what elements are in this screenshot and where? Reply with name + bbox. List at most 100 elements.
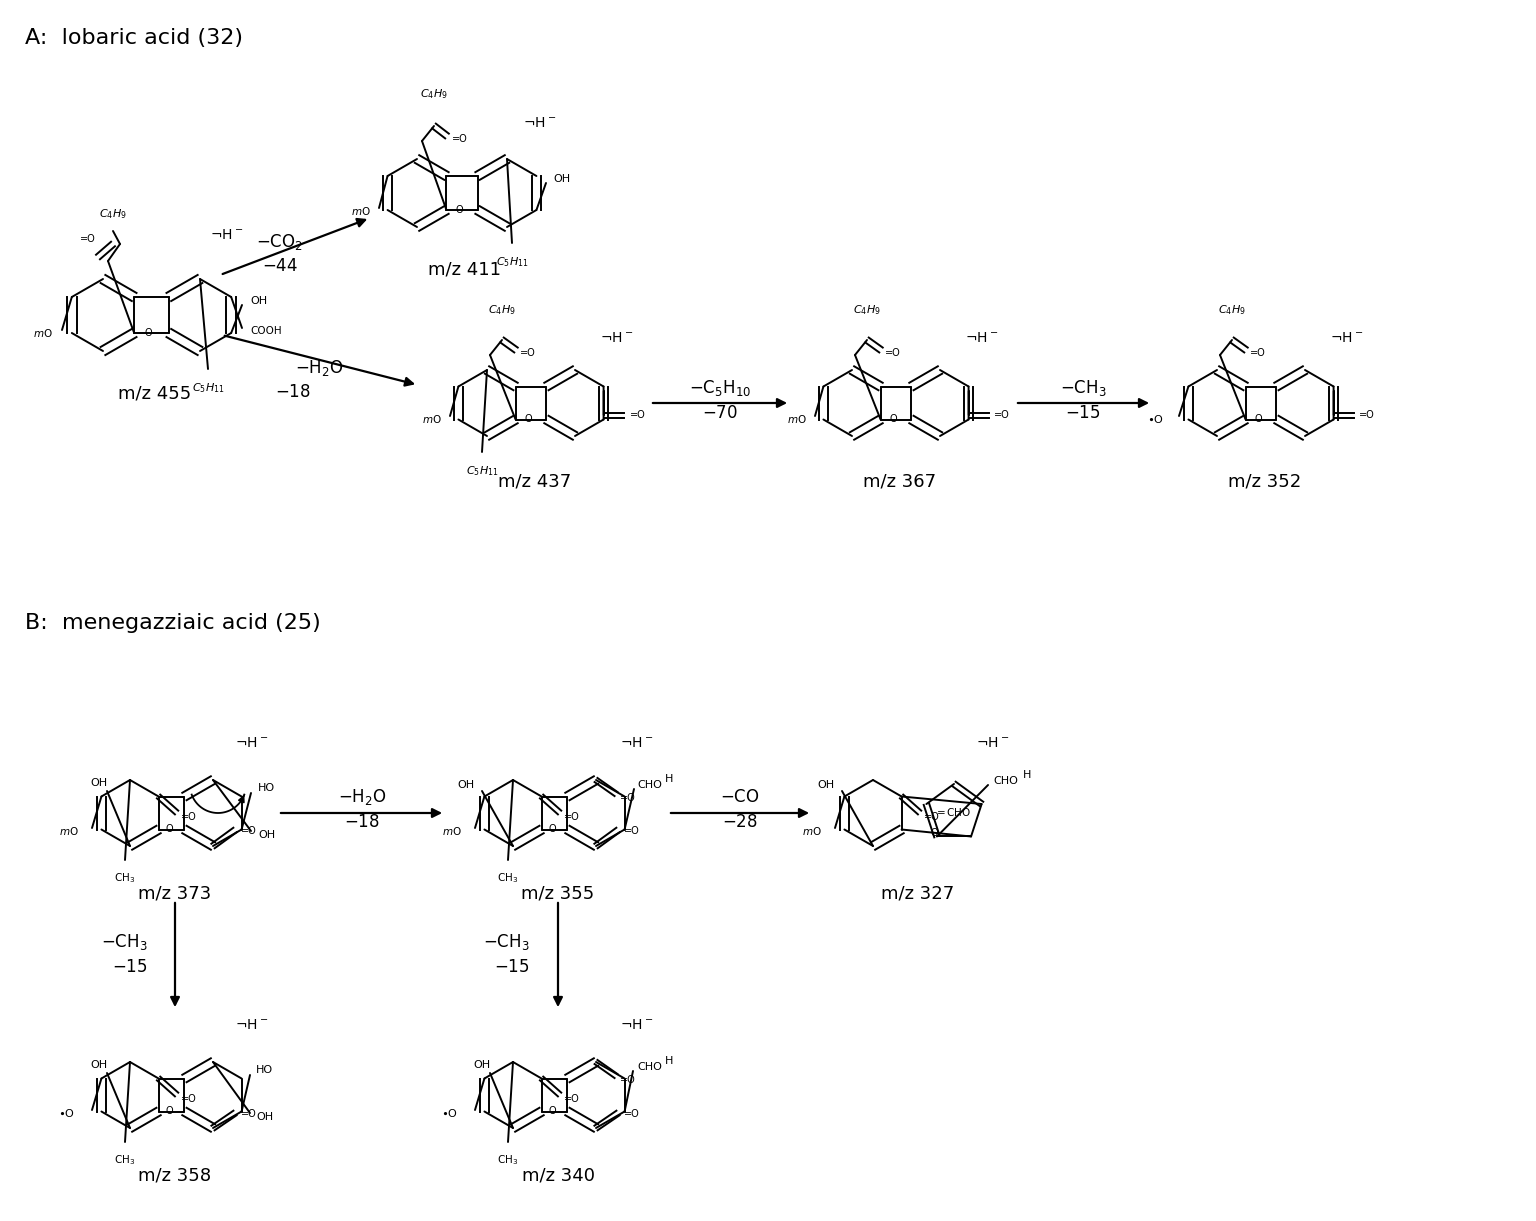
Text: $\neg$H$^-$: $\neg$H$^-$ (975, 736, 1009, 750)
Text: =O: =O (564, 1094, 579, 1104)
Text: m/z 327: m/z 327 (882, 884, 955, 902)
Text: $\bullet$O: $\bullet$O (58, 1107, 75, 1118)
Text: O: O (931, 828, 938, 838)
Text: $m$O: $m$O (422, 413, 442, 425)
Text: O: O (1255, 414, 1261, 425)
Text: m/z 358: m/z 358 (138, 1166, 212, 1184)
Text: OH: OH (91, 778, 108, 788)
Text: $\neg$H$^-$: $\neg$H$^-$ (965, 331, 998, 346)
Text: $\bullet$O: $\bullet$O (441, 1107, 458, 1118)
Text: $\bullet$O: $\bullet$O (1147, 413, 1164, 425)
Text: H: H (665, 1056, 673, 1066)
Text: $\neg$H$^-$: $\neg$H$^-$ (1330, 331, 1364, 346)
Text: OH: OH (91, 1060, 108, 1070)
Text: HO: HO (257, 1065, 273, 1074)
Text: m/z 340: m/z 340 (522, 1166, 594, 1184)
Text: $-$15: $-$15 (1064, 404, 1101, 422)
Text: =O: =O (621, 1074, 636, 1085)
Text: =O: =O (621, 792, 636, 803)
Text: $-$15: $-$15 (495, 958, 530, 976)
Text: CH$_3$: CH$_3$ (498, 1153, 519, 1167)
Text: $m$O: $m$O (802, 825, 822, 838)
Text: $m$O: $m$O (352, 205, 372, 217)
Text: O: O (166, 1106, 174, 1116)
Text: H: H (665, 774, 673, 784)
Text: $C_4H_9$: $C_4H_9$ (1218, 303, 1246, 317)
Text: $C_4H_9$: $C_4H_9$ (852, 303, 880, 317)
Text: $=$CHO: $=$CHO (934, 806, 972, 818)
Text: $m$O: $m$O (60, 825, 78, 838)
Text: $-$H$_2$O: $-$H$_2$O (338, 788, 387, 807)
Text: $-$28: $-$28 (722, 813, 757, 832)
Text: $C_4H_9$: $C_4H_9$ (100, 208, 127, 221)
Text: $C_5H_{11}$: $C_5H_{11}$ (465, 464, 498, 477)
Text: =O: =O (241, 1109, 257, 1118)
Text: O: O (548, 1106, 556, 1116)
Text: $-$CH$_3$: $-$CH$_3$ (1060, 379, 1106, 398)
Text: $\neg$H$^-$: $\neg$H$^-$ (621, 1018, 653, 1032)
Text: $C_4H_9$: $C_4H_9$ (488, 303, 516, 317)
Text: =O: =O (521, 348, 536, 358)
Text: $m$O: $m$O (34, 327, 54, 339)
Text: OH: OH (250, 295, 267, 306)
Text: CHO: CHO (637, 780, 662, 790)
Text: O: O (144, 328, 152, 338)
Text: CHO: CHO (994, 777, 1018, 786)
Text: O: O (548, 824, 556, 834)
Text: CH$_3$: CH$_3$ (114, 871, 135, 885)
Text: $-$CH$_3$: $-$CH$_3$ (484, 932, 530, 952)
Text: $C_5H_{11}$: $C_5H_{11}$ (192, 381, 224, 394)
Text: m/z 411: m/z 411 (429, 260, 501, 278)
Text: OH: OH (817, 780, 836, 790)
Text: O: O (889, 414, 897, 425)
Text: O: O (455, 205, 462, 215)
Text: m/z 367: m/z 367 (863, 473, 937, 490)
Text: B:  menegazziaic acid (25): B: menegazziaic acid (25) (25, 613, 321, 632)
Text: =O: =O (1359, 410, 1375, 420)
Text: O: O (166, 824, 174, 834)
Text: $\neg$H$^-$: $\neg$H$^-$ (522, 116, 556, 129)
Text: $\neg$H$^-$: $\neg$H$^-$ (210, 228, 243, 242)
Text: $-$70: $-$70 (702, 404, 737, 422)
Text: =O: =O (923, 812, 940, 822)
Text: $-$18: $-$18 (344, 813, 379, 832)
Text: m/z 455: m/z 455 (118, 383, 192, 402)
Text: =O: =O (181, 812, 197, 822)
Text: A:  lobaric acid (32): A: lobaric acid (32) (25, 28, 243, 48)
Text: HO: HO (258, 783, 275, 792)
Text: CH$_3$: CH$_3$ (114, 1153, 135, 1167)
Text: OH: OH (458, 780, 475, 790)
Text: $-$15: $-$15 (112, 958, 147, 976)
Text: $-$18: $-$18 (275, 383, 310, 400)
Text: $-$CO: $-$CO (720, 788, 760, 806)
Text: OH: OH (553, 175, 570, 184)
Text: $-$44: $-$44 (263, 256, 298, 275)
Text: =O: =O (630, 410, 645, 420)
Text: =O: =O (564, 812, 579, 822)
Text: $\neg$H$^-$: $\neg$H$^-$ (235, 1018, 269, 1032)
Text: =O: =O (241, 825, 257, 836)
Text: OH: OH (257, 1112, 273, 1122)
Text: =O: =O (994, 410, 1009, 420)
Text: COOH: COOH (250, 326, 281, 336)
Text: $-$CO$_2$: $-$CO$_2$ (257, 232, 304, 252)
Text: m/z 355: m/z 355 (521, 884, 594, 902)
Text: $m$O: $m$O (788, 413, 806, 425)
Text: m/z 373: m/z 373 (138, 884, 212, 902)
Text: m/z 437: m/z 437 (498, 473, 571, 490)
Text: =O: =O (1250, 348, 1266, 358)
Text: CH$_3$: CH$_3$ (498, 871, 519, 885)
Text: $C_4H_9$: $C_4H_9$ (421, 87, 449, 101)
Text: OH: OH (258, 830, 275, 840)
Text: $C_5H_{11}$: $C_5H_{11}$ (496, 255, 528, 269)
Text: $\neg$H$^-$: $\neg$H$^-$ (601, 331, 633, 346)
Text: =O: =O (181, 1094, 197, 1104)
Text: $\neg$H$^-$: $\neg$H$^-$ (235, 736, 269, 750)
Text: =O: =O (885, 348, 900, 358)
Text: =O: =O (624, 825, 641, 836)
Text: $-$H$_2$O: $-$H$_2$O (295, 358, 344, 379)
Text: =O: =O (624, 1109, 641, 1118)
Text: $\neg$H$^-$: $\neg$H$^-$ (621, 736, 653, 750)
Text: H: H (1023, 770, 1031, 780)
Text: $m$O: $m$O (442, 825, 462, 838)
